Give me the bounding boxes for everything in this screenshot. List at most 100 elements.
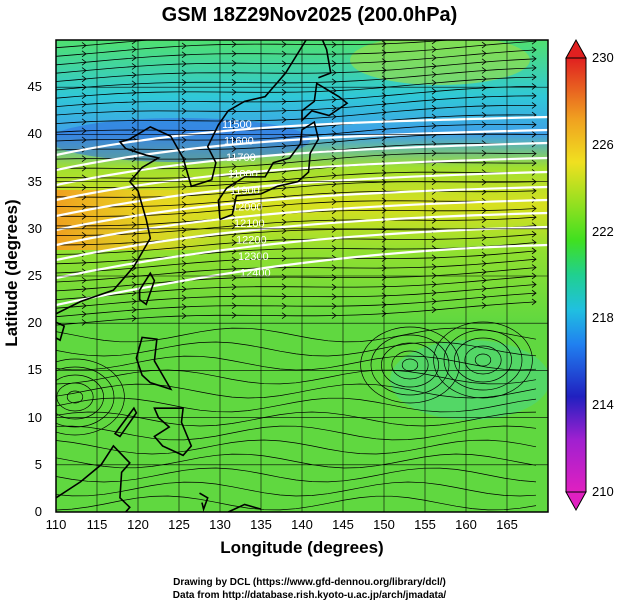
streamline	[181, 107, 187, 115]
streamline	[81, 164, 87, 172]
coastline	[56, 444, 131, 512]
streamline	[231, 222, 237, 230]
streamline	[531, 64, 537, 72]
streamline	[181, 69, 187, 77]
streamline	[381, 264, 387, 272]
streamline	[181, 243, 187, 251]
streamline	[331, 180, 337, 188]
streamline	[281, 254, 287, 262]
streamline	[231, 283, 237, 291]
streamline	[181, 201, 187, 208]
streamline	[131, 247, 137, 255]
height-contour-line	[56, 198, 548, 247]
streamline	[81, 184, 87, 191]
streamline	[431, 217, 437, 224]
streamline	[81, 302, 87, 310]
streamline	[81, 75, 87, 83]
credit-drawing: Drawing by DCL (https://www.gfd-dennou.o…	[173, 577, 446, 588]
streamline	[481, 93, 487, 101]
streamline	[81, 259, 87, 267]
y-axis-label: Latitude (degrees)	[2, 199, 21, 347]
x-tick-label: 115	[86, 517, 108, 532]
vortex-streamline	[56, 374, 104, 420]
streamline	[231, 302, 237, 310]
streamline	[231, 256, 237, 264]
streamline	[281, 218, 287, 226]
streamline	[531, 40, 537, 45]
colorbar-tick-label: 214	[592, 397, 614, 413]
coastline	[138, 271, 156, 306]
streamline	[181, 183, 187, 191]
x-axis-label: Longitude (degrees)	[220, 538, 384, 557]
streamline	[431, 298, 437, 305]
streamline	[481, 149, 487, 157]
streamline	[531, 289, 537, 297]
streamline	[431, 62, 437, 70]
vortex-streamline	[66, 390, 84, 404]
y-tick-label: 10	[27, 409, 42, 425]
colorbar-tick-label: 230	[592, 50, 614, 65]
contour-label: 12100	[234, 218, 265, 230]
streamline	[331, 293, 337, 301]
streamline	[81, 319, 87, 326]
y-tick-label: 20	[27, 315, 42, 331]
streamline	[81, 92, 87, 100]
streamline	[531, 247, 537, 255]
streamline	[181, 192, 187, 200]
streamline	[481, 111, 487, 119]
streamline	[56, 439, 537, 455]
streamline	[381, 197, 387, 205]
streamline	[81, 118, 87, 126]
streamline	[331, 302, 337, 310]
streamline	[131, 203, 137, 210]
vortex-streamline	[391, 350, 429, 380]
streamline	[131, 298, 137, 305]
streamline	[281, 273, 287, 281]
streamline	[331, 69, 337, 77]
streamline	[481, 178, 487, 186]
streamline	[181, 260, 187, 267]
streamline	[331, 312, 337, 319]
streamline	[81, 127, 87, 135]
streamline	[431, 306, 437, 314]
streamline	[481, 293, 487, 301]
streamline	[431, 46, 437, 53]
streamline	[481, 58, 487, 66]
colorbar-tick-label: 226	[592, 136, 614, 152]
y-tick-label: 25	[27, 268, 42, 283]
coastline	[301, 82, 349, 123]
streamline	[81, 50, 87, 58]
streamline	[131, 306, 137, 314]
streamline	[531, 281, 537, 288]
coastline	[135, 336, 173, 391]
streamline	[81, 136, 87, 144]
height-contour-line	[56, 211, 548, 262]
streamline	[281, 293, 287, 300]
streamline	[481, 75, 487, 83]
streamline	[431, 236, 437, 243]
streamline	[231, 40, 237, 48]
streamline	[131, 89, 137, 97]
streamline	[531, 298, 537, 306]
streamline	[331, 41, 337, 48]
streamline	[481, 302, 487, 309]
streamline	[181, 60, 187, 68]
streamline	[381, 255, 387, 262]
streamline	[231, 88, 237, 96]
streamline	[432, 29, 436, 35]
streamline	[531, 46, 537, 54]
colorbar	[565, 38, 587, 512]
streamline	[181, 294, 187, 302]
streamline	[481, 277, 487, 284]
streamline	[81, 42, 87, 49]
vortex-streamline	[474, 353, 492, 367]
streamline	[56, 341, 537, 357]
streamline	[181, 312, 187, 320]
streamline	[331, 283, 337, 291]
streamline	[56, 411, 537, 427]
streamline	[481, 216, 487, 224]
contour-label: 11700	[226, 152, 256, 164]
streamline	[531, 121, 537, 129]
colorbar-tick-label: 222	[592, 223, 614, 239]
vortex-streamline	[464, 345, 502, 375]
